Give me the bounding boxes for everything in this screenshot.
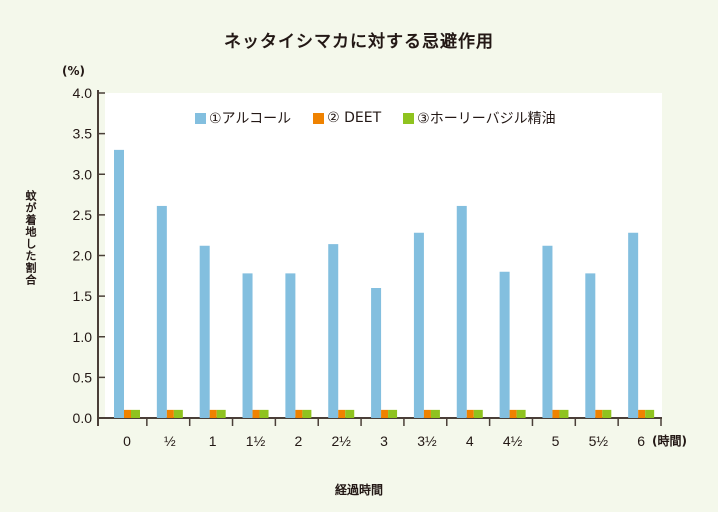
x-unit: (時間) xyxy=(652,434,687,448)
y-tick-label: 2.5 xyxy=(73,207,93,223)
y-tick-label: 3.5 xyxy=(73,126,93,142)
legend-item-basil: ③ホーリーバジル精油 xyxy=(403,108,556,128)
bar-0-6 xyxy=(371,288,382,418)
bar-0-2 xyxy=(199,245,210,418)
y-tick-label: 1.0 xyxy=(73,329,93,345)
y-tick-label: 3.0 xyxy=(73,166,93,182)
bar-2-8 xyxy=(473,409,483,418)
x-tick-label: 5 xyxy=(552,433,560,449)
bar-2-1 xyxy=(173,409,183,418)
x-tick-label: 3½ xyxy=(417,433,437,449)
bar-1-1 xyxy=(166,409,174,418)
bar-1-7 xyxy=(423,409,431,418)
x-tick-label: 2½ xyxy=(331,433,351,449)
x-tick-label: 1½ xyxy=(246,433,266,449)
bar-0-3 xyxy=(242,273,253,418)
bar-0-9 xyxy=(499,271,510,418)
y-tick-label: 2.0 xyxy=(73,248,93,264)
legend-item-deet: ② DEET xyxy=(313,108,381,128)
y-tick-label: 0.5 xyxy=(73,369,93,385)
bar-2-7 xyxy=(430,409,440,418)
legend-item-alcohol: ①アルコール xyxy=(195,108,291,128)
x-tick-label: 4 xyxy=(466,433,474,449)
x-tick-label: ½ xyxy=(164,433,176,449)
legend: ①アルコール ② DEET ③ホーリーバジル精油 xyxy=(195,108,556,128)
legend-swatch xyxy=(313,112,325,124)
bar-0-10 xyxy=(542,245,553,418)
y-axis-label: 蚊が着地した割合 xyxy=(24,190,37,286)
bar-1-3 xyxy=(252,409,260,418)
y-tick-label: 1.5 xyxy=(73,288,93,304)
bar-2-3 xyxy=(259,409,269,418)
bar-0-1 xyxy=(156,205,167,418)
bar-1-9 xyxy=(509,409,517,418)
y-unit: (%) xyxy=(62,64,85,78)
chart-title: ネッタイシマカに対する忌避作用 xyxy=(224,32,494,52)
bar-2-9 xyxy=(516,409,526,418)
x-tick-label: 4½ xyxy=(503,433,523,449)
bar-0-11 xyxy=(585,273,596,418)
bar-1-5 xyxy=(338,409,346,418)
y-tick-label: 4.0 xyxy=(73,85,93,101)
bar-0-4 xyxy=(285,273,296,418)
bar-1-10 xyxy=(552,409,560,418)
bar-0-7 xyxy=(413,232,424,418)
bar-1-4 xyxy=(295,409,303,418)
bar-2-5 xyxy=(345,409,355,418)
bar-2-6 xyxy=(388,409,398,418)
plot-area xyxy=(105,93,662,418)
bar-2-0 xyxy=(131,409,140,418)
x-tick-label: 3 xyxy=(380,433,388,449)
x-tick-label: 0 xyxy=(123,433,131,449)
x-axis-label: 経過時間 xyxy=(334,483,383,497)
bar-1-2 xyxy=(209,409,217,418)
bar-2-4 xyxy=(302,409,312,418)
x-tick-label: 6 xyxy=(637,433,645,449)
bar-0-0 xyxy=(114,149,124,418)
bar-1-12 xyxy=(638,409,646,418)
bar-2-2 xyxy=(216,409,226,418)
legend-swatch xyxy=(403,112,415,124)
x-tick-label: 1 xyxy=(209,433,217,449)
bar-2-12 xyxy=(645,409,655,418)
bar-1-11 xyxy=(595,409,603,418)
bar-0-8 xyxy=(456,205,467,418)
bar-2-10 xyxy=(559,409,569,418)
y-tick-label: 0.0 xyxy=(73,410,93,426)
bar-0-5 xyxy=(328,244,339,418)
bar-2-11 xyxy=(602,409,612,418)
bar-1-6 xyxy=(381,409,389,418)
legend-swatch xyxy=(195,112,206,124)
legend-label: ② DEET xyxy=(327,110,382,126)
x-tick-label: 5½ xyxy=(589,433,609,449)
legend-label: ①アルコール xyxy=(209,111,292,127)
bar-0-12 xyxy=(628,232,639,418)
x-tick-label: 2 xyxy=(294,433,302,449)
bar-1-8 xyxy=(466,409,474,418)
legend-label: ③ホーリーバジル精油 xyxy=(417,111,556,127)
bar-1-0 xyxy=(124,409,131,418)
